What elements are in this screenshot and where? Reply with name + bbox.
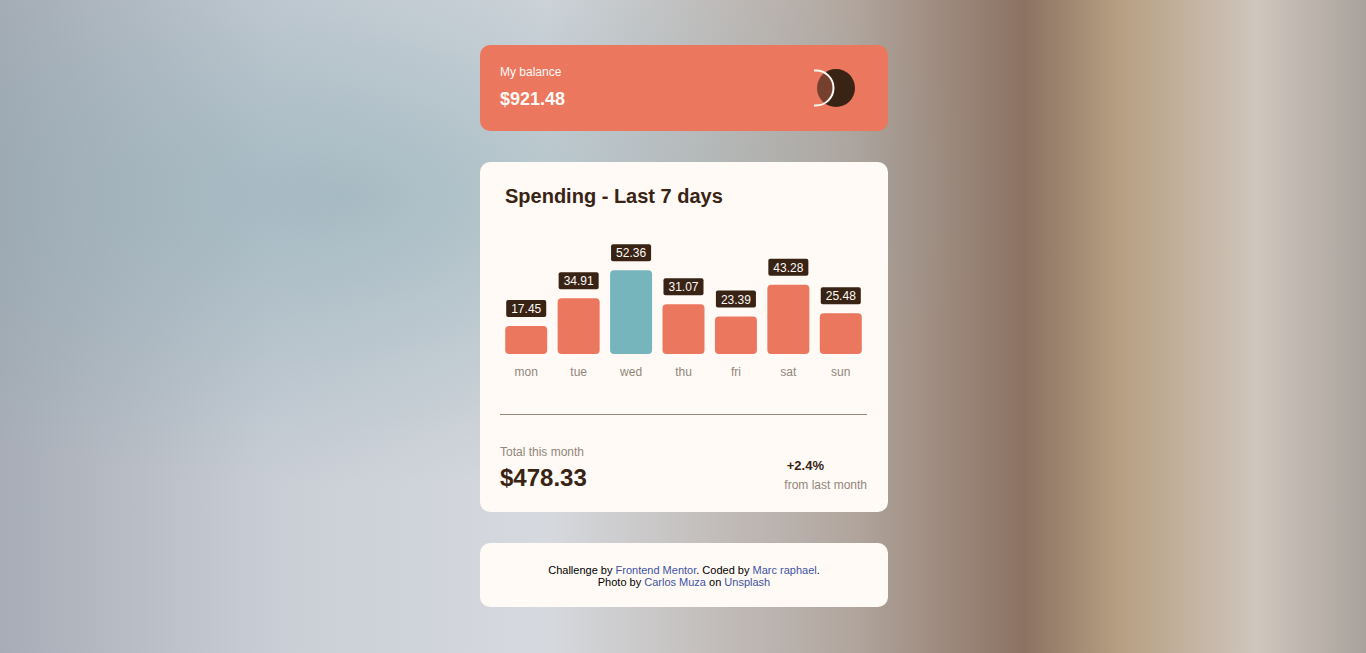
svg-text:fri: fri: [731, 365, 741, 379]
html-text:My balance: My balance: [500, 65, 562, 79]
html-text:+2.4%: +2.4%: [786, 458, 824, 473]
html-text:$478.33: $478.33: [500, 464, 587, 491]
svg-text:52.36: 52.36: [616, 246, 646, 260]
svg-text:34.91: 34.91: [564, 274, 594, 288]
html-text:Challenge by Frontend Mentor.: Challenge by Frontend Mentor. Coded by M…: [548, 564, 820, 576]
svg-text:43.28: 43.28: [773, 261, 803, 275]
svg-text:23.39: 23.39: [721, 293, 751, 307]
svg-text:sat: sat: [780, 365, 797, 379]
html-text:Total this month: Total this month: [500, 445, 584, 459]
svg-text:31.07: 31.07: [668, 280, 698, 294]
svg-text:thu: thu: [675, 365, 692, 379]
svg-text:25.48: 25.48: [826, 289, 856, 303]
svg-text:sun: sun: [831, 365, 850, 379]
svg-text:Spending - Last 7 days: Spending - Last 7 days: [505, 185, 723, 207]
html-text:$921.48: $921.48: [500, 89, 566, 109]
svg-text:tue: tue: [570, 365, 587, 379]
svg-text:mon: mon: [515, 365, 538, 379]
svg-text:17.45: 17.45: [511, 302, 541, 316]
html-text:Photo by Carlos Muza on Unspla: Photo by Carlos Muza on Unsplash: [597, 576, 771, 588]
html-text:from last month: from last month: [784, 478, 867, 492]
svg-text:wed: wed: [619, 365, 642, 379]
